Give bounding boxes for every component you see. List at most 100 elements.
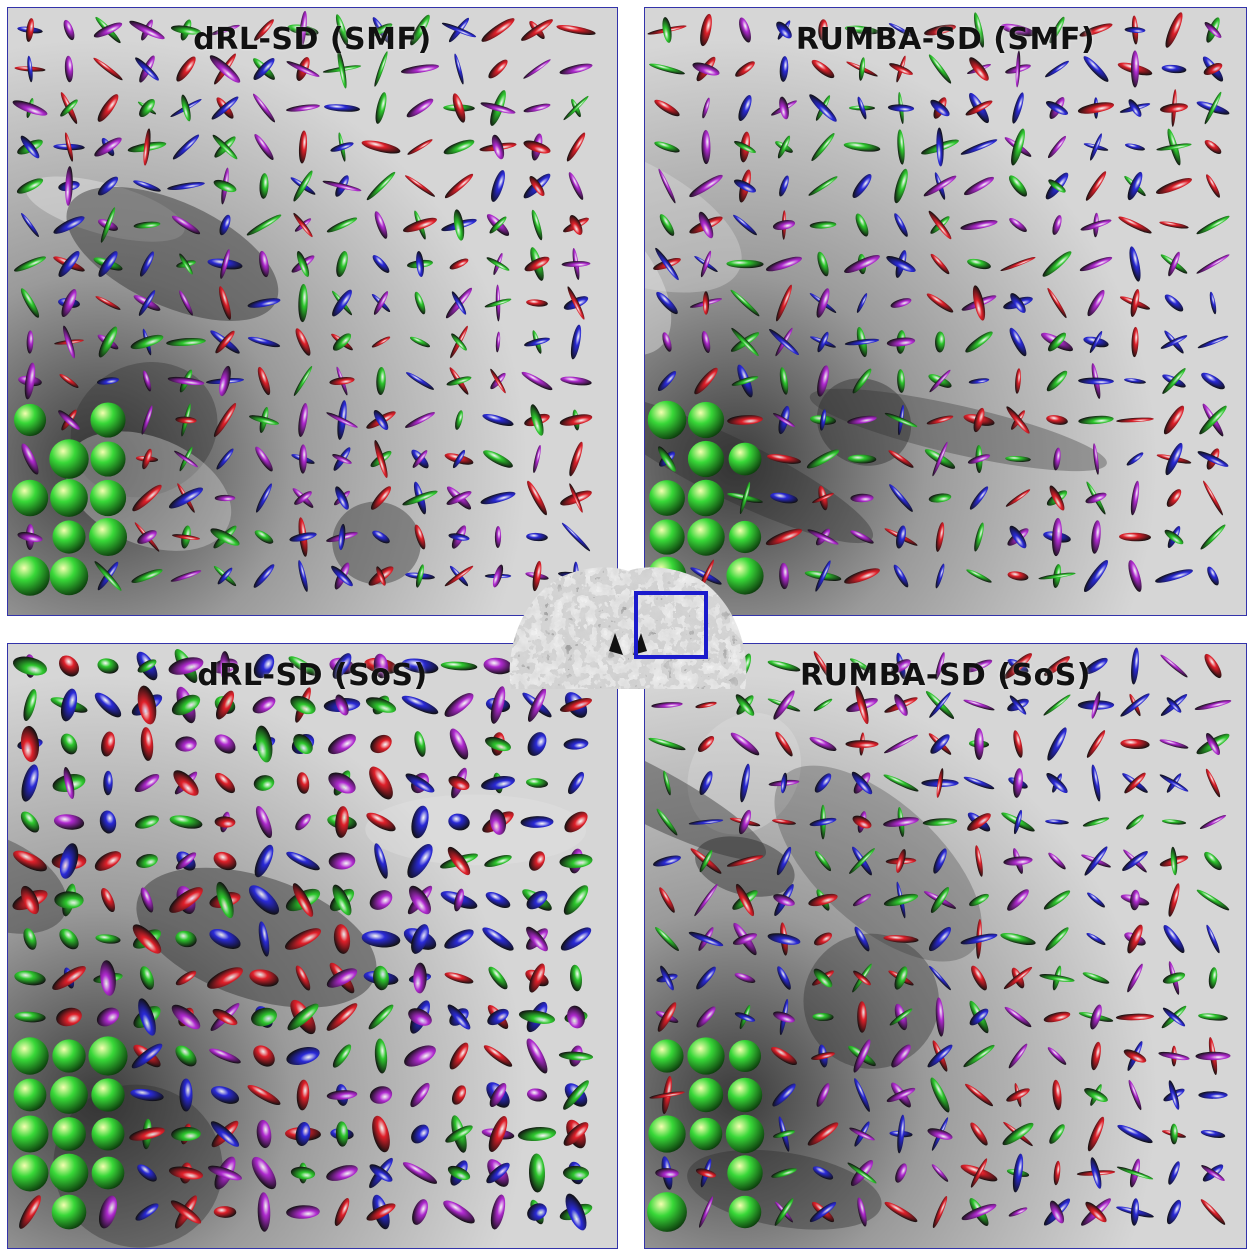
odf-glyph <box>844 253 880 275</box>
odf-glyph <box>89 479 127 517</box>
odf-glyph <box>650 1039 684 1073</box>
odf-glyph <box>1198 1091 1228 1099</box>
odf-glyph <box>1131 326 1139 358</box>
odf-glyph <box>490 368 506 394</box>
odf-glyph <box>172 134 200 160</box>
odf-glyph <box>1003 293 1033 313</box>
odf-glyph <box>662 332 672 352</box>
odf-glyph <box>1004 128 1032 166</box>
odf-glyph <box>253 1045 275 1067</box>
odf-glyph <box>17 135 43 159</box>
odf-glyph <box>775 731 793 757</box>
odf-glyph <box>523 103 551 113</box>
odf-glyph <box>210 1086 240 1104</box>
odf-glyph <box>765 528 803 546</box>
odf-glyph <box>655 1002 679 1032</box>
odf-glyph <box>883 774 919 792</box>
odf-glyph <box>444 449 474 469</box>
odf-glyph <box>370 734 392 754</box>
odf-glyph <box>1199 403 1227 437</box>
odf-glyph <box>368 566 394 586</box>
odf-glyph <box>407 885 433 915</box>
odf-glyph <box>725 1114 765 1154</box>
odf-glyph <box>64 55 74 83</box>
odf-glyph <box>134 522 160 552</box>
odf-glyph <box>655 1156 679 1190</box>
odf-glyph <box>93 251 123 277</box>
odf-glyph <box>883 734 919 754</box>
odf-glyph <box>730 732 760 756</box>
odf-glyph <box>249 969 279 987</box>
odf-glyph <box>174 446 198 472</box>
odf-glyph <box>91 1156 125 1190</box>
odf-glyph <box>688 1077 724 1113</box>
odf-glyph <box>969 486 989 510</box>
odf-glyph <box>212 651 238 681</box>
odf-glyph <box>525 560 549 592</box>
odf-glyph <box>935 563 945 589</box>
odf-glyph <box>93 960 123 996</box>
odf-glyph <box>776 284 792 322</box>
odf-glyph <box>689 174 723 198</box>
odf-glyph <box>59 655 79 677</box>
odf-glyph <box>88 517 128 557</box>
odf-glyph <box>49 556 89 596</box>
odf-glyph <box>1166 489 1182 507</box>
odf-glyph <box>1159 846 1189 876</box>
odf-glyph <box>21 212 39 238</box>
panel-drl-sd-smf: dRL-SD (SMF) <box>7 7 618 616</box>
odf-glyph <box>133 998 161 1036</box>
odf-glyph <box>1083 559 1109 593</box>
odf-glyph <box>403 210 437 240</box>
odf-glyph <box>295 965 311 991</box>
odf-glyph <box>809 804 837 840</box>
odf-glyph <box>480 491 516 505</box>
odf-glyph <box>175 970 197 986</box>
odf-glyph <box>1007 525 1029 549</box>
odf-glyph <box>857 1197 867 1227</box>
odf-glyph <box>53 250 85 278</box>
odf-glyph <box>139 966 155 990</box>
odf-glyph <box>484 564 512 588</box>
odf-glyph <box>849 1121 875 1147</box>
odf-glyph <box>290 1162 316 1184</box>
odf-glyph <box>1079 23 1113 37</box>
odf-glyph <box>657 446 677 472</box>
odf-glyph <box>488 59 508 79</box>
odf-glyph <box>813 932 833 946</box>
odf-glyph <box>727 1155 763 1191</box>
odf-glyph <box>1048 852 1066 870</box>
odf-glyph <box>142 370 152 392</box>
odf-glyph <box>1206 924 1220 954</box>
odf-glyph <box>1085 481 1107 515</box>
odf-glyph <box>521 19 553 41</box>
odf-glyph <box>847 415 877 425</box>
odf-glyph <box>1118 216 1152 234</box>
odf-glyph <box>1120 693 1150 717</box>
odf-glyph <box>369 1086 393 1104</box>
odf-glyph <box>212 134 238 160</box>
odf-glyph <box>768 772 800 794</box>
odf-glyph <box>444 972 474 984</box>
odf-glyph <box>1045 819 1069 825</box>
odf-glyph <box>772 1083 796 1107</box>
odf-glyph <box>1207 566 1219 586</box>
odf-glyph <box>95 296 121 310</box>
odf-glyph <box>1160 251 1188 277</box>
odf-glyph <box>13 1078 47 1112</box>
odf-glyph <box>447 1160 471 1186</box>
odf-glyph <box>447 1004 471 1030</box>
odf-glyph <box>485 732 511 756</box>
odf-glyph <box>702 97 710 119</box>
odf-glyph <box>1123 1041 1147 1071</box>
odf-glyph <box>284 928 322 950</box>
odf-glyph <box>1049 16 1065 44</box>
odf-glyph <box>1204 653 1222 679</box>
odf-glyph <box>58 166 80 206</box>
odf-glyph <box>963 176 995 196</box>
odf-glyph <box>408 1000 432 1034</box>
odf-glyph <box>883 806 919 838</box>
odf-glyph <box>1159 739 1189 749</box>
odf-glyph <box>846 57 878 81</box>
odf-glyph <box>445 287 473 319</box>
